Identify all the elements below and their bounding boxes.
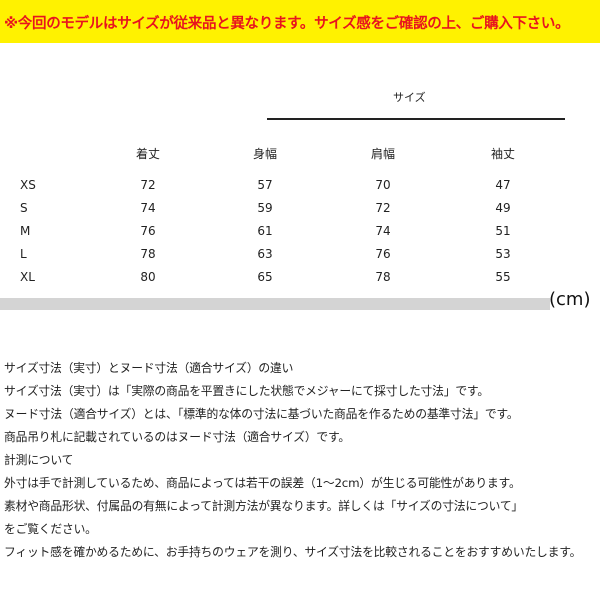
table-cell: 49 bbox=[495, 201, 511, 215]
unit-label: (cm) bbox=[549, 289, 591, 310]
row-size-label: XS bbox=[20, 178, 36, 192]
row-size-label: S bbox=[20, 201, 28, 215]
table-cell: 74 bbox=[140, 201, 156, 215]
notice-text: ※今回のモデルはサイズが従来品と異なります。サイズ感をご確認の上、ご購入下さい。 bbox=[4, 16, 570, 32]
table-cell: 63 bbox=[257, 247, 273, 261]
column-header: 身幅 bbox=[252, 147, 278, 161]
note-line: 外寸は手で計測しているため、商品によっては若干の誤差（1～2cm）が生じる可能性… bbox=[4, 476, 521, 490]
note-line: サイズ寸法（実寸）は「実際の商品を平置きにした状態でメジャーにて採寸した寸法」で… bbox=[4, 384, 489, 398]
column-header: 肩幅 bbox=[370, 147, 396, 161]
table-cell: 65 bbox=[257, 270, 273, 284]
table-cell: 57 bbox=[257, 178, 273, 192]
note-line: サイズ寸法（実寸）とヌード寸法（適合サイズ）の違い bbox=[4, 361, 294, 375]
table-cell: 47 bbox=[495, 178, 511, 192]
table-cell: 51 bbox=[495, 224, 511, 238]
table-cell: 80 bbox=[140, 270, 156, 284]
header-divider bbox=[267, 118, 565, 120]
note-line: ヌード寸法（適合サイズ）とは、「標準的な体の寸法に基づいた商品を作るための基準寸… bbox=[4, 407, 519, 421]
note-line: をご覧ください。 bbox=[4, 522, 97, 536]
table-cell: 72 bbox=[140, 178, 156, 192]
table-cell: 76 bbox=[140, 224, 156, 238]
row-size-label: XL bbox=[20, 270, 35, 284]
table-cell: 78 bbox=[140, 247, 156, 261]
size-group-header: サイズ bbox=[393, 91, 426, 104]
note-line: フィット感を確かめるために、お手持ちのウェアを測り、サイズ寸法を比較されることを… bbox=[4, 545, 582, 559]
column-header: 着丈 bbox=[135, 147, 161, 161]
table-cell: 76 bbox=[375, 247, 391, 261]
table-cell: 53 bbox=[495, 247, 511, 261]
table-cell: 61 bbox=[257, 224, 273, 238]
table-cell: 78 bbox=[375, 270, 391, 284]
note-line: 素材や商品形状、付属品の有無によって計測方法が異なります。詳しくは「サイズの寸法… bbox=[4, 499, 524, 513]
note-line: 商品吊り札に記載されているのはヌード寸法（適合サイズ）です。 bbox=[4, 430, 351, 444]
column-header: 袖丈 bbox=[490, 147, 516, 161]
unit-bar bbox=[0, 298, 550, 310]
table-cell: 55 bbox=[495, 270, 511, 284]
table-cell: 72 bbox=[375, 201, 391, 215]
row-size-label: M bbox=[20, 224, 31, 238]
table-cell: 70 bbox=[375, 178, 391, 192]
table-cell: 59 bbox=[257, 201, 273, 215]
row-size-label: L bbox=[20, 247, 27, 261]
note-line: 計測について bbox=[4, 453, 74, 467]
notice-banner: ※今回のモデルはサイズが従来品と異なります。サイズ感をご確認の上、ご購入下さい。 bbox=[0, 0, 600, 43]
table-cell: 74 bbox=[375, 224, 391, 238]
